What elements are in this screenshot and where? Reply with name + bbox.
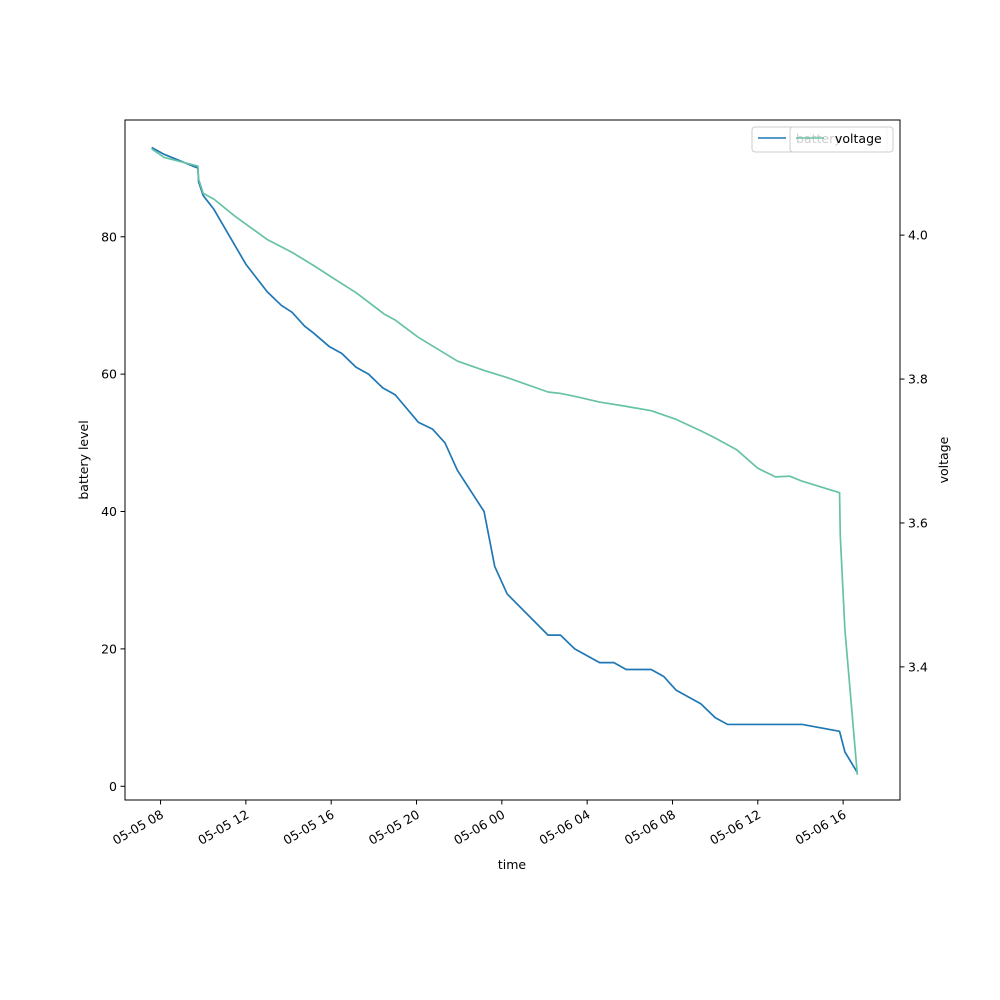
series-line-battery: [151, 146, 859, 773]
left-y-tick-label: 20: [101, 641, 117, 656]
right-y-tick-label: 3.6: [908, 515, 928, 530]
left-y-tick-label: 60: [101, 367, 117, 382]
legend-voltage: voltage: [789, 126, 894, 153]
plot-area-frame: [124, 119, 901, 801]
left-y-tick-label: 80: [101, 229, 117, 244]
right-y-tick-label: 3.8: [908, 372, 928, 387]
right-y-axis: 3.4 3.6 3.8 4.0: [900, 228, 928, 674]
series-line-voltage: [151, 148, 859, 775]
legend-box-voltage: [789, 126, 894, 153]
left-y-axis: 0 20 40 60 80: [101, 229, 125, 794]
right-y-tick-label: 4.0: [908, 228, 928, 243]
right-y-axis-title: voltage: [936, 436, 951, 483]
series-layer: [151, 146, 859, 775]
x-axis-title: time: [498, 857, 527, 872]
legend-label-voltage: voltage: [835, 131, 882, 146]
left-y-tick-label: 0: [109, 779, 117, 794]
right-y-tick-label: 3.4: [908, 659, 928, 674]
left-y-axis-title: battery level: [76, 420, 91, 499]
left-y-tick-label: 40: [101, 504, 117, 519]
